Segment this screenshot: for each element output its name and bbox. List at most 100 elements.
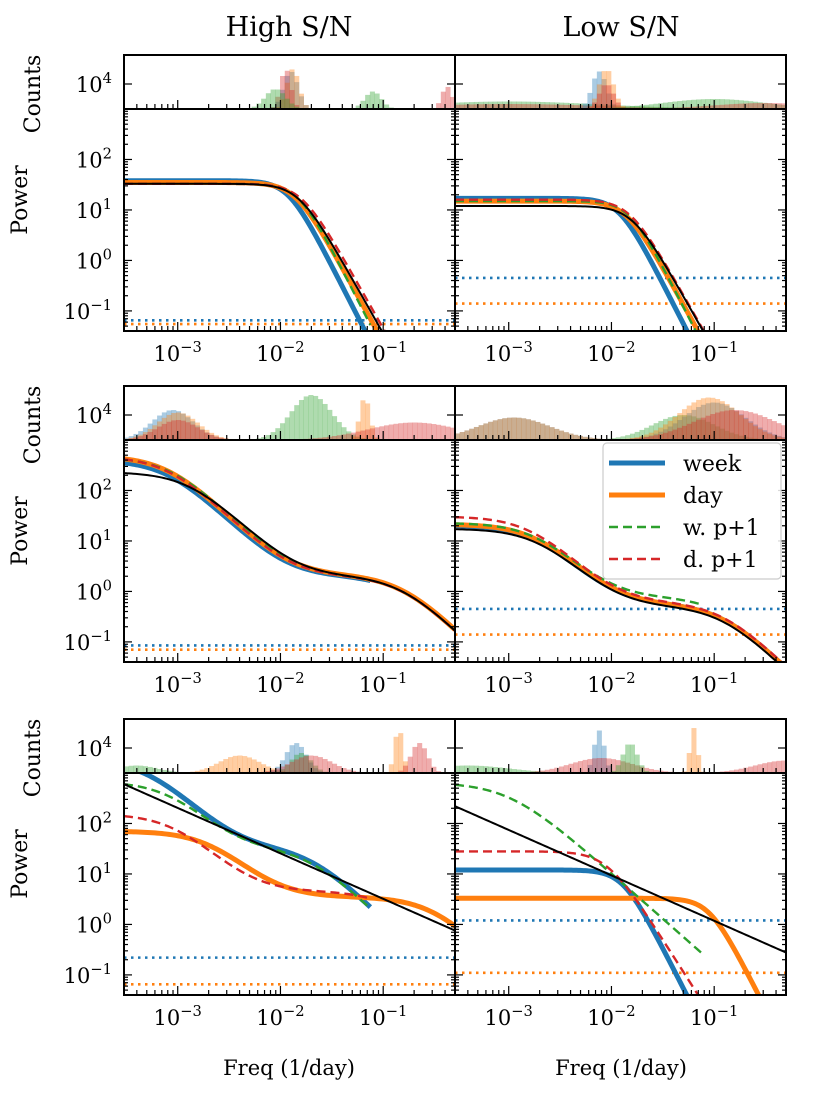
hist-bar-d-p1 bbox=[762, 763, 768, 773]
hist-bar-day bbox=[748, 422, 754, 440]
hist-bar-d-p1 bbox=[738, 768, 744, 773]
hist-bar-d-p1 bbox=[776, 423, 782, 440]
curve-true bbox=[455, 805, 786, 954]
hist-bar-day bbox=[213, 763, 219, 773]
hist-bar-w-p1 bbox=[681, 415, 687, 440]
hist-bar-d-p1 bbox=[620, 106, 626, 109]
hist-bar-w-p1 bbox=[559, 102, 565, 109]
hist-bar-week bbox=[691, 409, 697, 440]
y-tick-label: 10−1 bbox=[64, 297, 112, 324]
y-tick-label: 100 bbox=[76, 911, 112, 938]
hist-bar-w-p1 bbox=[313, 395, 319, 440]
hist-bar-d-p1 bbox=[715, 105, 721, 109]
hist-bar-w-p1 bbox=[648, 106, 654, 109]
hist-bar-day bbox=[563, 432, 569, 440]
hist-bar-day bbox=[237, 755, 243, 773]
hist-bar-d-p1 bbox=[592, 102, 598, 109]
hist-bar-week bbox=[478, 425, 484, 440]
hist-bar-d-p1 bbox=[767, 103, 773, 109]
hist-bar-w-p1 bbox=[629, 744, 635, 773]
hist-bar-w-p1 bbox=[738, 100, 744, 109]
hist-bar-w-p1 bbox=[738, 435, 744, 440]
hist-bar-d-p1 bbox=[644, 437, 650, 440]
hist-bar-day bbox=[573, 434, 579, 440]
hist-bar-w-p1 bbox=[705, 99, 711, 109]
hist-bar-day bbox=[190, 418, 196, 440]
curve-true bbox=[124, 472, 455, 632]
hist-bar-d-p1 bbox=[549, 768, 555, 773]
curve-true bbox=[124, 182, 383, 331]
hist-bar-day bbox=[256, 761, 262, 773]
hist-bar-week bbox=[540, 423, 546, 440]
hist-bar-d-p1 bbox=[738, 103, 744, 109]
hist-bar-d-p1 bbox=[573, 105, 579, 109]
hist-bar-w-p1 bbox=[379, 99, 385, 109]
hist-bar-w-p1 bbox=[256, 103, 262, 109]
hist-bar-d-p1 bbox=[748, 766, 754, 773]
hist-bar-w-p1 bbox=[620, 106, 626, 109]
hist-bar-w-p1 bbox=[625, 106, 631, 109]
hist-bar-day bbox=[388, 764, 394, 773]
hist-bar-d-p1 bbox=[606, 106, 612, 109]
hist-bar-w-p1 bbox=[710, 424, 716, 440]
hist-bar-w-p1 bbox=[743, 100, 749, 109]
hist-bar-week bbox=[700, 404, 706, 440]
hist-bar-w-p1 bbox=[365, 94, 371, 109]
hist-bar-d-p1 bbox=[199, 430, 205, 440]
hist-bar-week bbox=[653, 433, 659, 440]
hist-bar-day bbox=[729, 407, 735, 440]
hist-bar-d-p1 bbox=[473, 104, 479, 109]
hist-bar-day bbox=[511, 417, 517, 440]
hist-bar-w-p1 bbox=[771, 103, 777, 109]
hist-bar-day bbox=[350, 436, 356, 440]
hist-bar-d-p1 bbox=[705, 105, 711, 109]
hist-bar-day bbox=[185, 415, 191, 440]
hist-bar-d-p1 bbox=[563, 104, 569, 109]
hist-tick-label: 104 bbox=[76, 401, 112, 428]
hist-bar-d-p1 bbox=[700, 106, 706, 109]
hist-bar-d-p1 bbox=[284, 70, 290, 109]
curve-w-p1 bbox=[124, 783, 372, 910]
hist-bar-d-p1 bbox=[729, 410, 735, 440]
hist-bar-day bbox=[781, 437, 786, 440]
hist-bar-day bbox=[776, 436, 782, 440]
hist-bar-w-p1 bbox=[677, 415, 683, 440]
hist-bar-w-p1 bbox=[308, 760, 314, 773]
hist-bar-day bbox=[587, 106, 593, 109]
hist-bar-d-p1 bbox=[147, 431, 153, 440]
hist-bar-d-p1 bbox=[743, 103, 749, 109]
panel-group: 10−3 10−2 10−1 week day w. p+1 d. p+1 bbox=[454, 385, 787, 697]
hist-bar-w-p1 bbox=[492, 101, 498, 109]
hist-bar-d-p1 bbox=[535, 104, 541, 109]
hist-bar-day bbox=[743, 419, 749, 440]
y-axis-label-counts: Counts bbox=[21, 719, 46, 798]
hist-bar-week bbox=[596, 71, 602, 109]
hist-bar-day bbox=[762, 431, 768, 440]
hist-bar-d-p1 bbox=[681, 425, 687, 440]
hist-bar-w-p1 bbox=[629, 106, 635, 109]
hist-bar-day bbox=[284, 82, 290, 109]
curve-week bbox=[124, 178, 368, 331]
hist-bar-w-p1 bbox=[265, 434, 271, 440]
hist-bar-d-p1 bbox=[511, 104, 517, 109]
hist-bar-d-p1 bbox=[440, 91, 446, 109]
hist-bar-day bbox=[303, 105, 309, 109]
hist-bar-week bbox=[199, 429, 205, 440]
hist-bar-week bbox=[161, 412, 167, 440]
hist-bar-w-p1 bbox=[294, 106, 300, 109]
hist-bar-d-p1 bbox=[767, 762, 773, 773]
hist-bar-d-p1 bbox=[629, 106, 635, 109]
hist-bar-w-p1 bbox=[294, 754, 300, 773]
hist-bar-day bbox=[681, 409, 687, 440]
hist-bar-day bbox=[232, 755, 238, 773]
hist-bar-w-p1 bbox=[298, 399, 304, 440]
power-curves bbox=[124, 773, 455, 986]
x-tick-label: 10−3 bbox=[485, 670, 533, 697]
hist-bar-w-p1 bbox=[492, 767, 498, 773]
hist-bar-week bbox=[507, 417, 513, 440]
legend-label: w. p+1 bbox=[683, 516, 760, 541]
hist-bar-d-p1 bbox=[402, 765, 409, 773]
hist-bar-week bbox=[719, 403, 725, 440]
hist-bar-w-p1 bbox=[776, 104, 782, 109]
